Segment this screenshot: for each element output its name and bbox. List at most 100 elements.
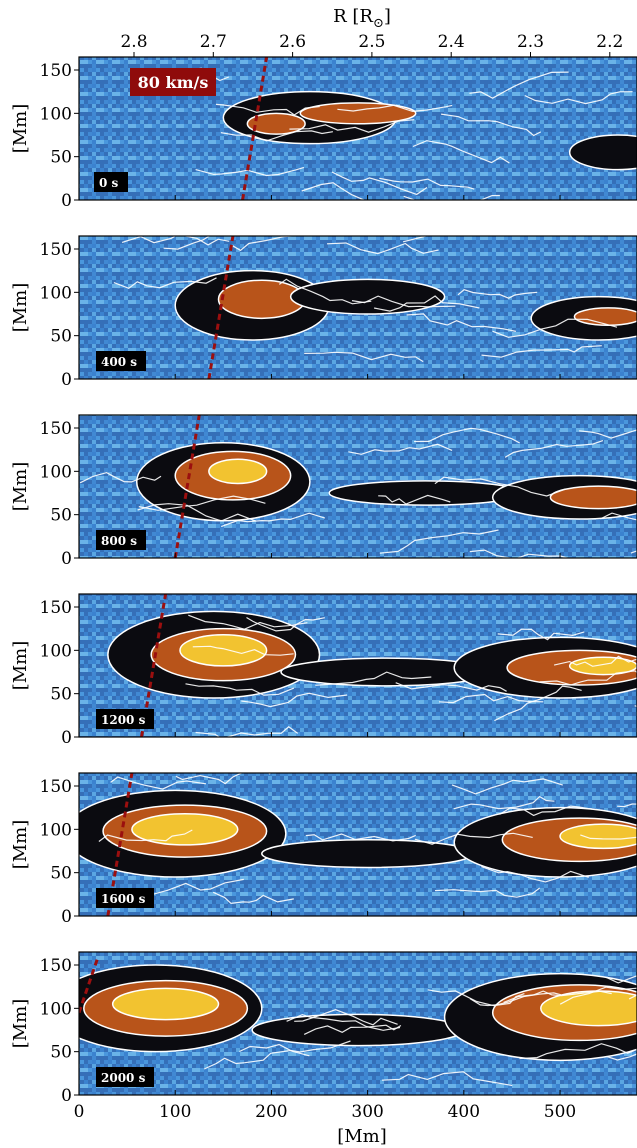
y-tick-label: 100 — [40, 641, 72, 661]
speed-fit-line — [241, 57, 269, 200]
noise-contour — [289, 119, 415, 133]
intensity-blob — [569, 657, 637, 675]
noise-contour — [492, 318, 618, 338]
time-label: 0 s — [99, 176, 119, 190]
noise-contour — [163, 236, 255, 250]
contour-line — [79, 789, 287, 878]
contour-line — [208, 458, 268, 485]
noise-contour — [379, 529, 499, 554]
noise-contour — [241, 692, 348, 708]
noise-contour — [499, 805, 593, 817]
contour-line — [102, 804, 268, 858]
noise-contour — [438, 693, 544, 704]
time-label-box — [94, 172, 128, 192]
time-label-box — [96, 351, 146, 371]
y-axis-title: [Mm] — [10, 462, 31, 512]
noise-contour — [395, 682, 507, 692]
time-label: 2000 s — [101, 1071, 146, 1085]
y-tick-label: 50 — [50, 506, 72, 526]
noise-contour — [188, 614, 308, 630]
noise-contour — [414, 832, 533, 845]
y-tick-label: 50 — [50, 327, 72, 347]
noise-contour — [98, 829, 193, 842]
y-axis-title: [Mm] — [10, 820, 31, 870]
time-label: 800 s — [101, 534, 137, 548]
noise-contour — [497, 628, 585, 641]
intensity-blob — [218, 280, 306, 319]
y-tick-label: 100 — [40, 104, 72, 124]
y-tick-label: 50 — [50, 148, 72, 168]
y-axis-title: [Mm] — [10, 283, 31, 333]
y-tick-label: 150 — [40, 240, 72, 260]
noise-contour — [220, 512, 326, 528]
noise-contour — [79, 471, 162, 484]
panel-3: 0 50 100 150 [Mm] 800 s — [10, 414, 637, 569]
intensity-blob — [569, 135, 637, 170]
contour-line — [107, 610, 321, 699]
noise-contour — [220, 130, 333, 142]
time-label: 1200 s — [101, 713, 146, 727]
contour-line — [453, 636, 637, 699]
noise-contour — [606, 975, 637, 984]
contour-line — [549, 485, 637, 510]
noise-contour — [286, 1013, 401, 1031]
speed-annotation-box — [130, 68, 216, 96]
y-tick-label: 0 — [61, 549, 72, 569]
y-tick-label: 150 — [40, 777, 72, 797]
y-tick-label: 150 — [40, 956, 72, 976]
intensity-blob — [560, 824, 637, 849]
top-tick-label: 2.7 — [200, 32, 227, 52]
noise-contour — [606, 1053, 637, 1061]
noise-contour — [457, 289, 538, 299]
x-axis-title: [Mm] — [337, 1126, 387, 1147]
noise-contour — [519, 1043, 635, 1060]
y-tick-label: 100 — [40, 462, 72, 482]
noise-contour — [121, 236, 230, 246]
y-tick-label: 100 — [40, 283, 72, 303]
top-tick-label: 2.5 — [358, 32, 385, 52]
noise-contour — [553, 655, 637, 667]
noise-contour — [414, 427, 520, 444]
panel-1: 0 50 100 150 [Mm] 0 s 80 km/s — [10, 56, 637, 211]
contour-line — [83, 979, 249, 1037]
noise-contour — [481, 345, 602, 358]
intensity-blob — [329, 480, 522, 506]
contour-line — [568, 134, 637, 171]
noise-contour — [379, 177, 475, 190]
noise-contour — [469, 71, 569, 99]
panel-frame — [78, 235, 637, 380]
contour-line — [174, 450, 292, 501]
noise-contour — [412, 140, 510, 164]
intensity-blob — [252, 1014, 464, 1046]
contour-line — [530, 295, 637, 341]
contour-line — [289, 278, 446, 315]
time-label: 400 s — [101, 355, 137, 369]
contour-line — [246, 112, 306, 135]
noise-contour — [303, 1024, 402, 1035]
y-tick-label: 150 — [40, 598, 72, 618]
y-tick-label: 50 — [50, 864, 72, 884]
contour-line — [501, 817, 637, 863]
contour-line — [131, 812, 239, 846]
noise-contour — [113, 277, 217, 289]
noise-contour — [192, 645, 294, 656]
x-tick-label: 100 — [159, 1102, 191, 1122]
noise-contour — [559, 986, 637, 1005]
noise-contour — [110, 776, 207, 790]
noise-contour — [185, 683, 295, 696]
noise-contour — [378, 494, 451, 505]
noise-contour — [453, 795, 555, 810]
noise-contour — [138, 495, 266, 511]
noise-contour — [579, 429, 637, 439]
top-tick-label: 2.3 — [517, 32, 544, 52]
contour-line — [559, 823, 637, 850]
intensity-blob — [131, 813, 238, 845]
intensity-blob — [540, 991, 637, 1026]
y-tick-label: 100 — [40, 820, 72, 840]
bottom-axis: 0 100 200 300 400 500 [Mm] — [74, 1102, 577, 1147]
y-tick-label: 0 — [61, 1086, 72, 1106]
panel-frame — [78, 593, 637, 738]
time-label-box — [96, 530, 146, 550]
noise-contour — [580, 834, 637, 840]
contour-line — [179, 633, 268, 667]
